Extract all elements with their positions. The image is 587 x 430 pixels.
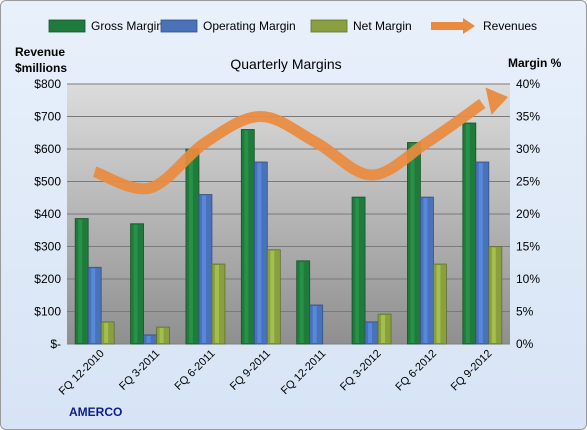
right-tick-label: 25% (516, 175, 540, 189)
left-axis-ticks: $- $100 $200 $300 $400 $500 $600 $700 $800 (34, 77, 61, 351)
left-tick-label: $700 (34, 110, 61, 124)
legend-swatch-net-margin (310, 19, 348, 33)
right-tick-label: 5% (516, 305, 534, 319)
bar-highlight (478, 163, 483, 343)
left-tick-label: $100 (34, 305, 61, 319)
revenue-line (92, 99, 486, 195)
bar-highlight (78, 219, 83, 343)
company-label: AMERCO (69, 405, 122, 419)
left-axis-label-line2: $millions (15, 61, 67, 75)
bar-highlight (133, 224, 138, 343)
bar-highlight (410, 143, 415, 343)
bar-highlight (201, 195, 206, 343)
right-tick-label: 0% (516, 337, 534, 351)
legend-label-net-margin: Net Margin (353, 19, 412, 33)
right-tick-label: 40% (516, 77, 540, 91)
x-tick-label: FQ 3-2012 (338, 348, 384, 394)
right-tick-label: 15% (516, 240, 540, 254)
legend-arrow-revenues (463, 18, 475, 34)
x-tick-label: FQ 3-2011 (117, 348, 162, 393)
left-tick-label: $500 (34, 175, 61, 189)
legend-swatch-operating-margin (160, 19, 198, 33)
bar-highlight (299, 261, 304, 343)
right-tick-label: 20% (516, 207, 540, 221)
bars-group (74, 122, 503, 345)
legend: Gross Margin Operating Margin Net Margin Re… (48, 18, 537, 34)
x-tick-label: FQ 12-2011 (279, 348, 328, 397)
revenue-arrowhead (485, 87, 509, 115)
bar-highlight (436, 265, 441, 343)
right-tick-label: 10% (516, 272, 540, 286)
bar-highlight (146, 335, 151, 343)
x-tick-label: FQ 9-2012 (449, 348, 495, 394)
left-tick-label: $600 (34, 142, 61, 156)
bar-highlight (244, 130, 249, 343)
legend-label-operating-margin: Operating Margin (203, 19, 296, 33)
bar-highlight (381, 315, 386, 343)
bar-highlight (368, 322, 373, 343)
bar-highlight (91, 268, 96, 343)
bar-highlight (214, 265, 219, 343)
left-tick-label: $400 (34, 207, 61, 221)
right-axis-label: Margin % (508, 56, 562, 70)
x-tick-label: FQ 6-2012 (393, 348, 439, 394)
bar-highlight (423, 198, 428, 343)
x-axis-ticks: FQ 12-2010 FQ 3-2011 FQ 6-2011 FQ 9-2011 FQ … (57, 348, 495, 398)
legend-label-revenues: Revenues (483, 19, 537, 33)
bar-highlight (270, 250, 275, 343)
legend-swatch-gross-margin (48, 19, 86, 33)
bar-highlight (188, 150, 193, 343)
x-tick-label: FQ 6-2011 (172, 348, 217, 393)
bar-highlight (465, 124, 470, 343)
bar-highlight (491, 247, 496, 343)
right-tick-label: 30% (516, 142, 540, 156)
left-tick-label: $800 (34, 77, 61, 91)
bar-highlight (355, 198, 360, 343)
chart-title: Quarterly Margins (230, 56, 341, 72)
revenue-line-group (92, 87, 509, 195)
left-tick-label: $300 (34, 240, 61, 254)
bar-highlight (104, 322, 109, 343)
legend-label-gross-margin: Gross Margin (91, 19, 163, 33)
right-axis-ticks: 0% 5% 10% 15% 20% 25% 30% 35% 40% (516, 77, 540, 351)
left-axis-label-line1: Revenue (15, 45, 65, 59)
bar-highlight (159, 328, 164, 343)
bar-highlight (312, 306, 317, 343)
left-tick-label: $200 (34, 272, 61, 286)
right-tick-label: 35% (516, 110, 540, 124)
x-tick-label: FQ 12-2010 (57, 348, 107, 398)
bar-highlight (257, 163, 262, 343)
x-tick-label: FQ 9-2011 (228, 348, 273, 393)
left-tick-label: $- (50, 337, 61, 351)
